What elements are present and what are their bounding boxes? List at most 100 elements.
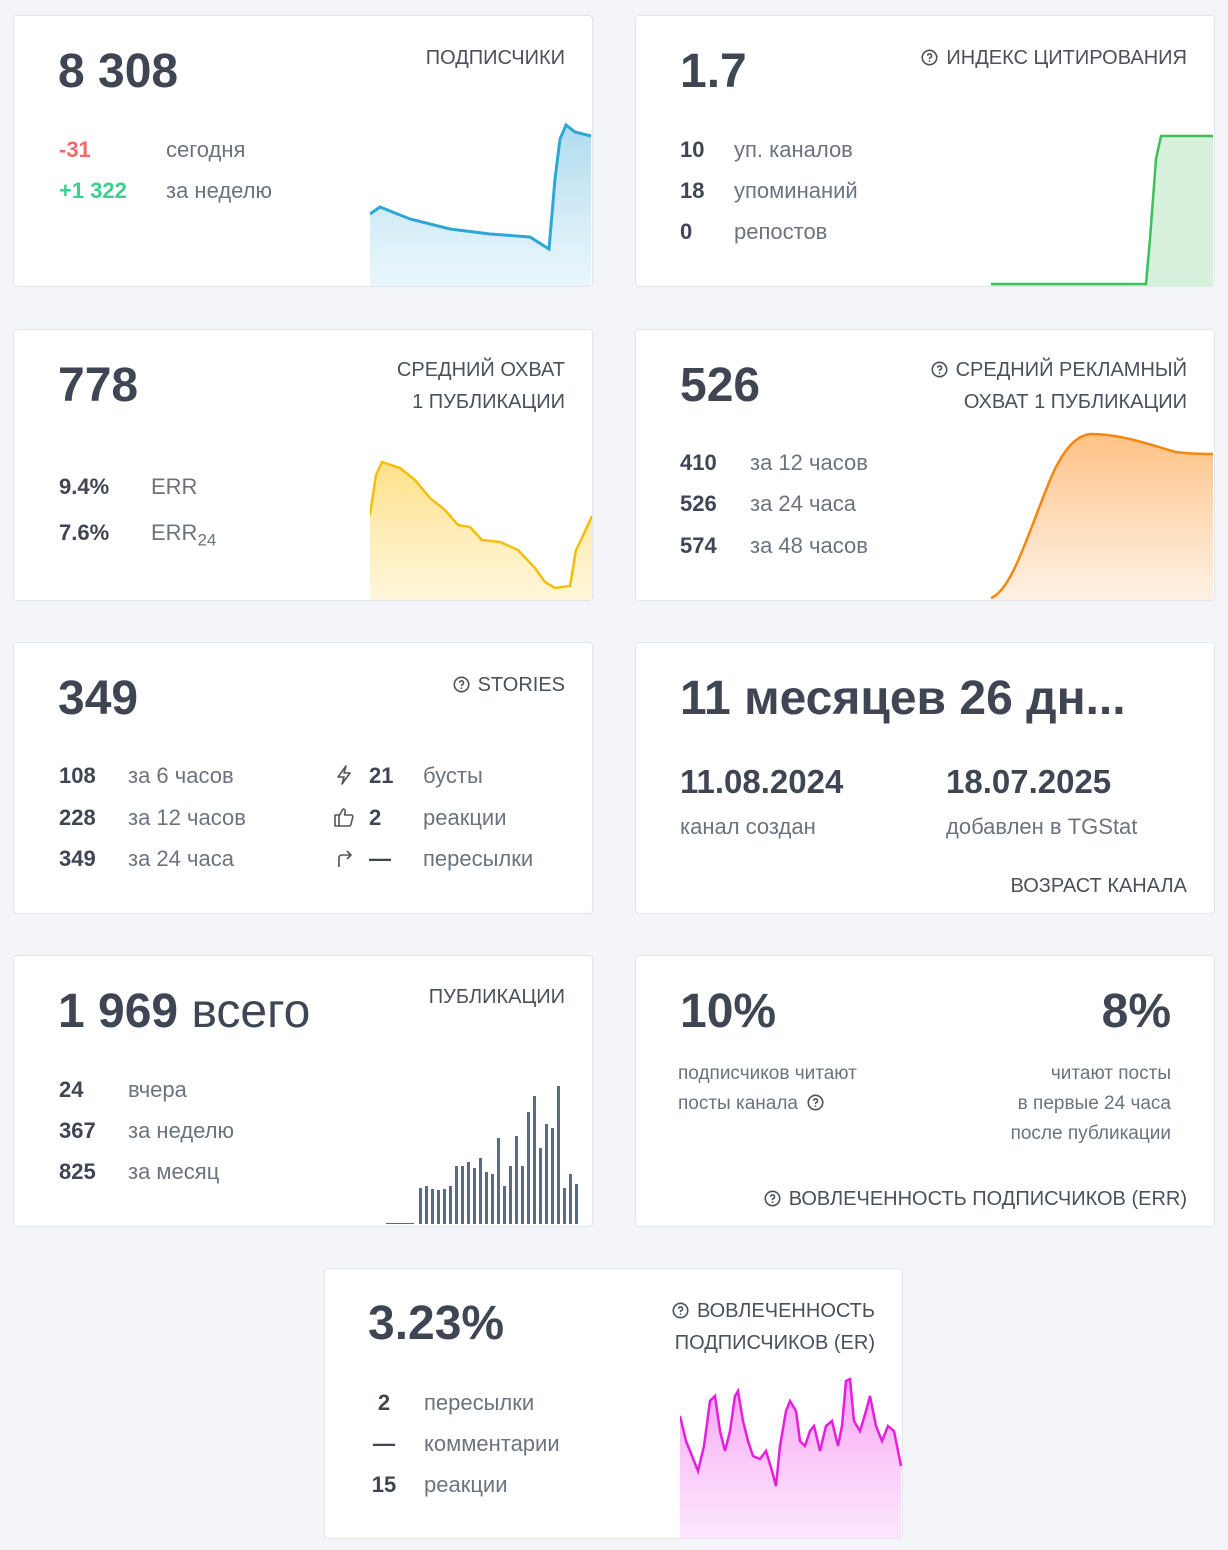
card-value: 1.7 — [680, 45, 747, 98]
row-value: 574 — [680, 533, 717, 558]
graphic — [337, 765, 351, 785]
title-text: STORIES — [477, 674, 565, 696]
right-text: читают посты в первые 24 часа после публик… — [1011, 1059, 1171, 1149]
row-value: 10 — [680, 137, 705, 162]
side-label: пересылки — [423, 846, 534, 871]
row-label: за 12 часов — [128, 805, 246, 830]
card-title: СРЕДНИЙ РЕКЛАМНЫЙ ОХВАТ 1 ПУБЛИКАЦИИ — [931, 354, 1187, 418]
row-label: ERR24 — [151, 522, 217, 550]
graphic — [673, 1303, 687, 1317]
help-icon[interactable] — [931, 361, 948, 378]
row-label: за 24 часа — [128, 846, 234, 871]
row-label: за 12 часов — [750, 450, 868, 475]
card-value: 1 969 всего — [58, 988, 310, 1036]
card-title: СРЕДНИЙ ОХВАТ 1 ПУБЛИКАЦИИ — [397, 354, 565, 418]
help-icon[interactable] — [921, 49, 938, 66]
card-footer: ВОЗРАСТ КАНАЛА — [1010, 875, 1187, 897]
row-value: 825 — [59, 1159, 96, 1184]
row-label: репостов — [734, 219, 828, 244]
row-value: 108 — [59, 763, 96, 788]
card-age: 11 месяцев 26 дн... 11.08.2024 канал соз… — [635, 642, 1215, 914]
row-label: ERR — [151, 474, 198, 499]
row-value: 367 — [59, 1118, 96, 1143]
row-value: 2 — [377, 1390, 391, 1415]
help-icon[interactable] — [807, 1094, 824, 1111]
side-value: — — [369, 846, 391, 871]
row-label: уп. каналов — [734, 137, 853, 162]
help-icon[interactable] — [764, 1190, 781, 1207]
card-citation: 1.7 ИНДЕКС ЦИТИРОВАНИЯ 10 уп. каналов 18… — [635, 15, 1215, 287]
help-icon[interactable] — [672, 1302, 689, 1319]
graphic — [680, 1379, 901, 1538]
title-line: ОХВАТ 1 ПУБЛИКАЦИИ — [963, 391, 1187, 413]
footer-text: ВОВЛЕЧЕННОСТЬ ПОДПИСЧИКОВ (ERR) — [788, 1188, 1187, 1210]
row-label: вчера — [128, 1077, 187, 1102]
graphic — [809, 1095, 823, 1109]
card-title: ПУБЛИКАЦИИ — [428, 986, 565, 1008]
help-icon[interactable] — [453, 676, 470, 693]
title-line: СРЕДНИЙ РЕКЛАМНЫЙ — [955, 359, 1187, 381]
row-label: сегодня — [166, 137, 246, 162]
graphic — [680, 1377, 902, 1487]
title-line: ВОВЛЕЧЕННОСТЬ — [696, 1300, 875, 1322]
label-sub: 24 — [197, 530, 217, 550]
right-line: после публикации — [1010, 1123, 1171, 1144]
left-line: посты канала — [678, 1093, 799, 1114]
graphic — [338, 850, 352, 867]
sparkline — [991, 134, 1213, 286]
card-title: STORIES — [453, 669, 565, 701]
date-label: канал создан — [680, 814, 816, 839]
sparkline — [370, 122, 592, 286]
card-er: 3.23% ВОВЛЕЧЕННОСТЬ ПОДПИСЧИКОВ (ER) 2 пе… — [324, 1268, 903, 1539]
row-label: за 48 часов — [750, 533, 868, 558]
title-text: ИНДЕКС ЦИТИРОВАНИЯ — [946, 47, 1187, 69]
right-line: в первые 24 часа — [1017, 1093, 1171, 1114]
graphic — [932, 362, 946, 376]
side-value: 2 — [369, 805, 382, 830]
row-label: за неделю — [166, 178, 273, 203]
row-label: за 6 часов — [128, 763, 234, 788]
card-value: 3.23% — [368, 1297, 505, 1350]
row-value: — — [373, 1431, 395, 1456]
row-value: +1 322 — [59, 178, 127, 203]
row-value: -31 — [59, 137, 91, 162]
row-value: 526 — [680, 491, 717, 516]
row-label: пересылки — [424, 1390, 535, 1415]
graphic — [991, 134, 1213, 286]
graphic — [454, 677, 468, 691]
graphic — [334, 808, 354, 827]
graphic — [991, 434, 1213, 600]
card-err: 10% подписчиков читают посты канала 8% чи… — [635, 955, 1215, 1227]
title-line: СРЕДНИЙ ОХВАТ — [396, 359, 565, 381]
row-label: за месяц — [128, 1159, 220, 1184]
graphic — [991, 136, 1213, 286]
value-unit: всего — [191, 985, 311, 1038]
card-title: ПОДПИСЧИКИ — [425, 47, 565, 69]
side-value: 21 — [369, 763, 394, 788]
graphic — [765, 1191, 779, 1205]
row-label: за неделю — [128, 1118, 235, 1143]
sparkline — [680, 1377, 902, 1538]
graphic — [991, 432, 1213, 600]
row-value: 24 — [59, 1077, 84, 1102]
card-value: 778 — [58, 359, 139, 412]
date-label: добавлен в TGStat — [946, 814, 1138, 839]
row-value: 18 — [680, 178, 705, 203]
graphic — [370, 462, 592, 600]
right-value: 8% — [1101, 985, 1171, 1038]
row-value: 9.4% — [59, 474, 110, 499]
left-text: подписчиков читают посты канала — [678, 1059, 857, 1119]
right-line: читают посты — [1050, 1063, 1171, 1084]
card-value: 11 месяцев 26 дн... — [680, 672, 1126, 725]
row-label: за 24 часа — [750, 491, 856, 516]
value-number: 1 969 — [58, 985, 179, 1038]
row-value: 7.6% — [59, 520, 110, 545]
share-icon — [338, 850, 352, 867]
row-label: комментарии — [424, 1431, 560, 1456]
card-value: 8 308 — [58, 45, 179, 98]
row-value: 15 — [371, 1472, 397, 1497]
card-title: ВОВЛЕЧЕННОСТЬ ПОДПИСЧИКОВ (ER) — [672, 1295, 875, 1359]
card-value: 526 — [680, 359, 761, 412]
left-line: подписчиков читают — [678, 1063, 857, 1084]
